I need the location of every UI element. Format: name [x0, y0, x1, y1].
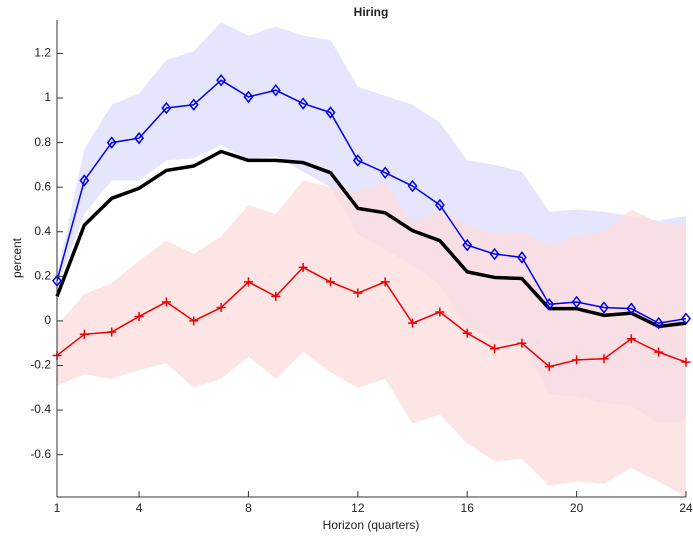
diamond-marker: [544, 297, 555, 311]
diamond-marker: [434, 198, 445, 212]
plus-marker: [161, 297, 171, 307]
x-tick-label: 1: [54, 501, 61, 515]
diamond-marker: [216, 73, 227, 87]
series-line: [55, 149, 687, 329]
chart-title: Hiring: [354, 5, 389, 19]
y-tick-label: 0.4: [34, 224, 51, 238]
plus-marker: [107, 327, 117, 337]
y-tick-label: 1.2: [34, 46, 51, 60]
diamond-marker: [681, 312, 691, 325]
diamond-marker: [352, 154, 363, 167]
diamond-marker: [188, 98, 199, 111]
y-tick-label: 0: [44, 313, 51, 327]
plus-marker: [134, 311, 144, 321]
x-tick-label: 20: [570, 501, 584, 515]
plus-marker: [271, 291, 281, 301]
diamond-marker: [270, 84, 281, 97]
plus-marker: [599, 354, 609, 364]
y-tick-label: -0.2: [30, 358, 51, 372]
plus-marker: [408, 318, 418, 328]
plus-marker: [572, 355, 582, 365]
diamond-marker: [380, 166, 391, 179]
diamond-marker: [653, 316, 664, 330]
diamond-marker: [325, 106, 336, 119]
diamond-marker: [161, 101, 172, 115]
diamond-marker: [489, 247, 500, 261]
plus-marker: [681, 357, 691, 367]
series-line: [56, 79, 687, 324]
plus-marker: [189, 316, 199, 326]
y-tick-label: -0.4: [30, 402, 51, 416]
diamond-marker: [79, 174, 90, 187]
diamond-marker: [243, 90, 254, 104]
bands: [57, 22, 686, 498]
plus-marker: [325, 277, 335, 287]
y-tick-label: 0.6: [34, 179, 51, 193]
series-line: [56, 266, 687, 368]
plus-marker: [298, 262, 308, 272]
x-axis-label: Horizon (quarters): [323, 518, 420, 532]
diamond-marker: [598, 301, 609, 314]
plus-marker: [79, 329, 89, 339]
plus-marker: [353, 288, 363, 298]
plus-marker: [216, 303, 226, 313]
y-tick-label: 1: [44, 90, 51, 104]
plot: [52, 73, 691, 372]
plus-marker: [544, 362, 554, 372]
diamond-marker: [626, 302, 637, 315]
diamond-marker: [106, 136, 117, 149]
diamond-marker: [516, 251, 527, 264]
plus-marker: [380, 277, 390, 287]
diamond-marker: [462, 238, 473, 252]
confidence-band: [57, 180, 686, 498]
x-tick-label: 24: [679, 501, 693, 515]
x-tick-label: 16: [461, 501, 475, 515]
plus-marker: [654, 347, 664, 357]
y-tick-label: 0.2: [34, 269, 51, 283]
diamond-marker: [134, 131, 145, 145]
plus-marker: [626, 334, 636, 344]
plus-marker: [243, 277, 253, 287]
plus-marker: [462, 328, 472, 338]
plus-marker: [490, 344, 500, 354]
plus-marker: [435, 307, 445, 317]
x-tick-label: 4: [136, 501, 143, 515]
x-tick-label: 8: [245, 501, 252, 515]
x-tick-label: 12: [351, 501, 365, 515]
y-tick-label: -0.6: [30, 447, 51, 461]
y-axis-label: percent: [10, 237, 24, 278]
diamond-marker: [298, 97, 309, 110]
plus-marker: [517, 338, 527, 348]
y-tick-label: 0.8: [34, 135, 51, 149]
diamond-marker: [571, 295, 582, 309]
diamond-marker: [407, 179, 418, 193]
